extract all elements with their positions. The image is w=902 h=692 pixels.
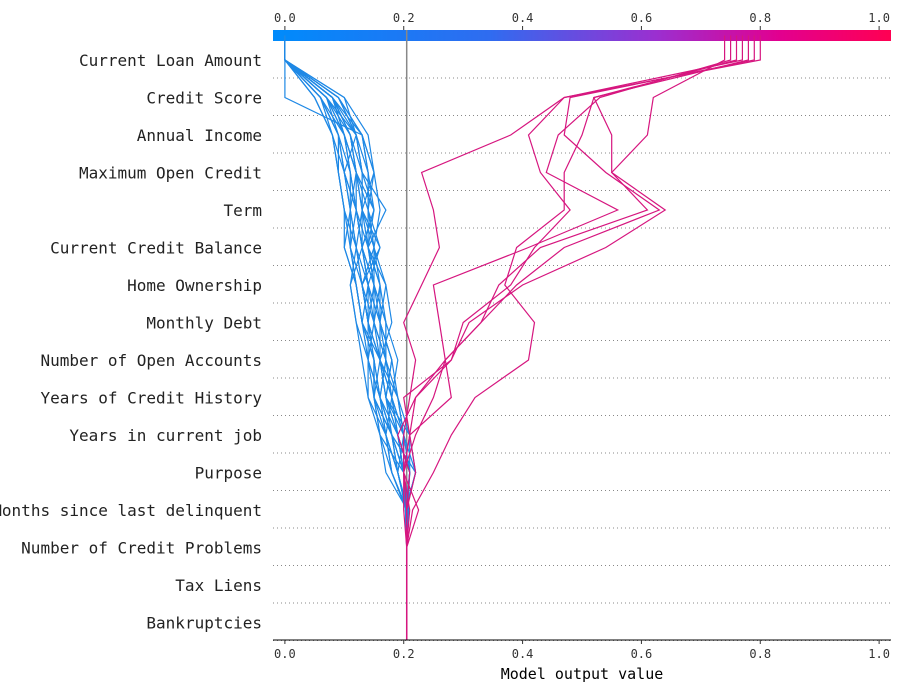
x-tick-label-bottom: 0.6	[631, 647, 653, 661]
decision-line-high	[403, 35, 732, 640]
x-tick-label-bottom: 0.8	[749, 647, 771, 661]
feature-label: Term	[223, 201, 262, 220]
x-axis-title: Model output value	[501, 665, 664, 683]
x-tick-label-top: 0.6	[631, 11, 653, 25]
x-tick-label-bottom: 0.2	[393, 647, 415, 661]
decision-line-high	[403, 35, 761, 640]
decision-line-high	[403, 35, 755, 640]
feature-label: Annual Income	[137, 126, 262, 145]
x-tick-label-top: 0.2	[393, 11, 415, 25]
decision-line-high	[406, 35, 738, 640]
feature-label: Tax Liens	[175, 576, 262, 595]
decision-line-high	[403, 35, 726, 640]
feature-label: Number of Credit Problems	[21, 539, 262, 558]
x-tick-label-bottom: 0.0	[274, 647, 296, 661]
x-tick-label-top: 1.0	[868, 11, 890, 25]
feature-label: Home Ownership	[127, 276, 262, 295]
feature-label: Bankruptcies	[146, 614, 262, 633]
colorbar-gradient	[273, 30, 891, 41]
decision-line-high	[403, 35, 750, 640]
high-output-lines	[397, 35, 761, 640]
low-output-lines	[284, 35, 417, 640]
feature-label: Months since last delinquent	[0, 501, 262, 520]
x-tick-label-top: 0.4	[512, 11, 534, 25]
feature-label: Current Loan Amount	[79, 51, 262, 70]
decision-line-high	[397, 35, 744, 640]
feature-gridlines	[273, 77, 891, 641]
x-tick-label-top: 0.0	[274, 11, 296, 25]
x-tick-label-top: 0.8	[749, 11, 771, 25]
feature-label: Years in current job	[69, 426, 262, 445]
feature-label: Credit Score	[146, 89, 262, 108]
feature-label: Current Credit Balance	[50, 239, 262, 258]
feature-label: Number of Open Accounts	[40, 351, 262, 370]
x-tick-label-bottom: 0.4	[512, 647, 534, 661]
x-axis: 0.0 0.0 0.2 0.2 0.4 0.4 0.6 0.6 0.8 0.8 1.0 1.0	[273, 11, 891, 661]
feature-label: Maximum Open Credit	[79, 164, 262, 183]
feature-label: Monthly Debt	[146, 314, 262, 333]
feature-label: Purpose	[195, 464, 262, 483]
colorbar	[273, 30, 891, 41]
feature-label: Years of Credit History	[40, 389, 262, 408]
feature-labels: Current Loan Amount Credit Score Annual In…	[0, 51, 262, 633]
x-tick-label-bottom: 1.0	[868, 647, 890, 661]
